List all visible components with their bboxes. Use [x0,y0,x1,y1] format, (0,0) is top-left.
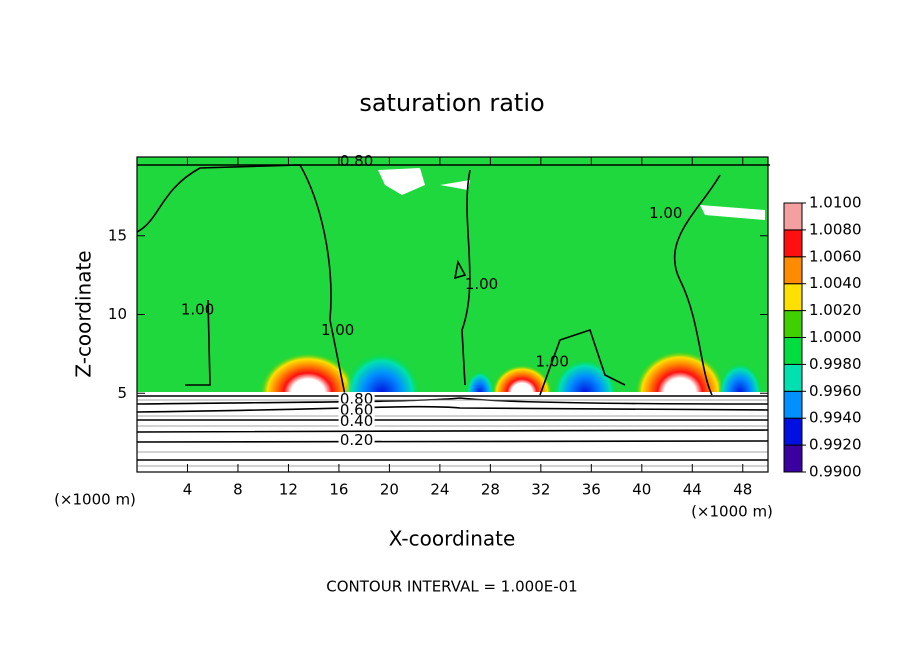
colorbar-tick-label: 1.0040 [809,274,862,292]
y-axis-label: Z-coordinate [72,250,96,377]
contour-label: 1.00 [535,352,568,370]
colorbar-tick-label: 0.9940 [809,409,862,427]
colorbar-box [783,337,803,365]
field [137,157,768,472]
x-tick-label: 20 [380,481,399,499]
x-tick-label: 24 [430,481,449,499]
x-tick-label: 4 [183,481,193,499]
colorbar-box [783,283,803,312]
colorbar-box [783,256,803,285]
y-tick-label: 10 [108,305,127,323]
colorbar-tick-label: 0.9920 [809,436,862,454]
contour-label: 0.80 [340,390,373,408]
contour-label-bg [338,403,375,418]
x-tick-label: 28 [481,481,500,499]
x-tick-label: 48 [733,481,752,499]
strat-lines [137,399,768,467]
colorbar-tick-label: 1.0020 [809,301,862,319]
colorbar-box [783,363,803,392]
contour-label-bg [338,392,375,407]
contour-label: 1.00 [465,275,498,293]
x-tick-label: 8 [233,481,243,499]
colorbar-box [783,202,803,231]
colorbar-tick-label: 1.0080 [809,220,862,238]
y-tick-label: 15 [108,226,127,244]
colorbar-box [783,310,803,339]
x-tick-label: 32 [531,481,550,499]
x-tick-label: 36 [582,481,601,499]
footer: CONTOUR INTERVAL = 1.000E-01 [326,578,577,596]
x-tick-label: 12 [279,481,298,499]
contour-label-bg [338,433,375,448]
contour-label: 1.00 [649,204,682,222]
contour-label: 1.00 [181,300,214,318]
colorbar-box [783,229,803,258]
colorbar-box [783,390,803,419]
x-tick-label: 40 [632,481,651,499]
contour-label-bg [338,414,375,429]
y-unit: (×1000 m) [54,491,136,509]
contour-label: 0.40 [340,412,373,430]
x-tick-label: 44 [683,481,702,499]
contour-label: 0.80 [340,152,373,170]
colorbar-box [783,417,803,446]
chart-title: saturation ratio [359,89,544,117]
colorbar-tick-label: 1.0100 [809,194,862,212]
contour-label: 0.20 [340,431,373,449]
colorbar-tick-label: 1.0060 [809,247,862,265]
colorbar-tick-label: 0.9900 [809,463,862,481]
colorbar-box [783,444,803,473]
y-tick-label: 5 [117,384,127,402]
contour-label: 0.60 [340,401,373,419]
colorbar-tick-label: 0.9960 [809,382,862,400]
colorbar-tick-label: 1.0000 [809,328,862,346]
x-axis-label: X-coordinate [389,527,516,551]
x-tick-label: 16 [329,481,348,499]
x-unit: (×1000 m) [691,503,773,521]
contour-label: 1.00 [321,321,354,339]
colorbar-tick-label: 0.9980 [809,355,862,373]
